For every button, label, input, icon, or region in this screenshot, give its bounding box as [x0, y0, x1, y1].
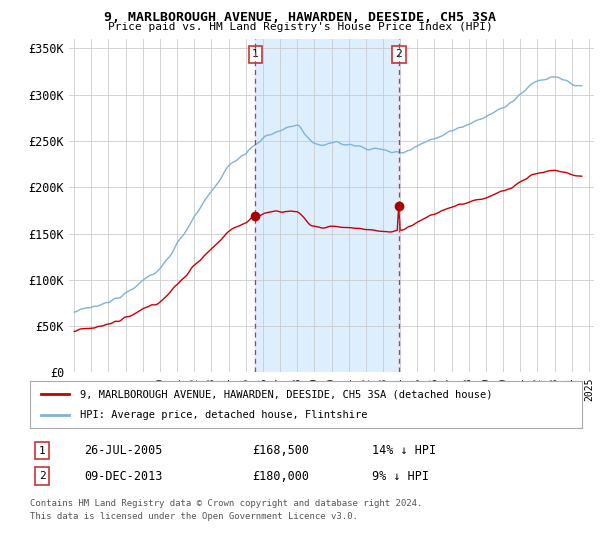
Text: 2: 2	[395, 49, 403, 59]
Text: Contains HM Land Registry data © Crown copyright and database right 2024.: Contains HM Land Registry data © Crown c…	[30, 500, 422, 508]
Text: 9, MARLBOROUGH AVENUE, HAWARDEN, DEESIDE, CH5 3SA (detached house): 9, MARLBOROUGH AVENUE, HAWARDEN, DEESIDE…	[80, 389, 492, 399]
Text: £168,500: £168,500	[252, 444, 309, 458]
Text: 09-DEC-2013: 09-DEC-2013	[84, 469, 163, 483]
Text: 1: 1	[38, 446, 46, 456]
Text: This data is licensed under the Open Government Licence v3.0.: This data is licensed under the Open Gov…	[30, 512, 358, 521]
Text: 26-JUL-2005: 26-JUL-2005	[84, 444, 163, 458]
Text: 9% ↓ HPI: 9% ↓ HPI	[372, 469, 429, 483]
Bar	[256, 39, 399, 372]
Text: 14% ↓ HPI: 14% ↓ HPI	[372, 444, 436, 458]
Text: 1: 1	[252, 49, 259, 59]
Text: 2: 2	[38, 471, 46, 481]
Text: £180,000: £180,000	[252, 469, 309, 483]
Text: Price paid vs. HM Land Registry's House Price Index (HPI): Price paid vs. HM Land Registry's House …	[107, 22, 493, 32]
Text: 9, MARLBOROUGH AVENUE, HAWARDEN, DEESIDE, CH5 3SA: 9, MARLBOROUGH AVENUE, HAWARDEN, DEESIDE…	[104, 11, 496, 24]
Text: HPI: Average price, detached house, Flintshire: HPI: Average price, detached house, Flin…	[80, 410, 367, 420]
